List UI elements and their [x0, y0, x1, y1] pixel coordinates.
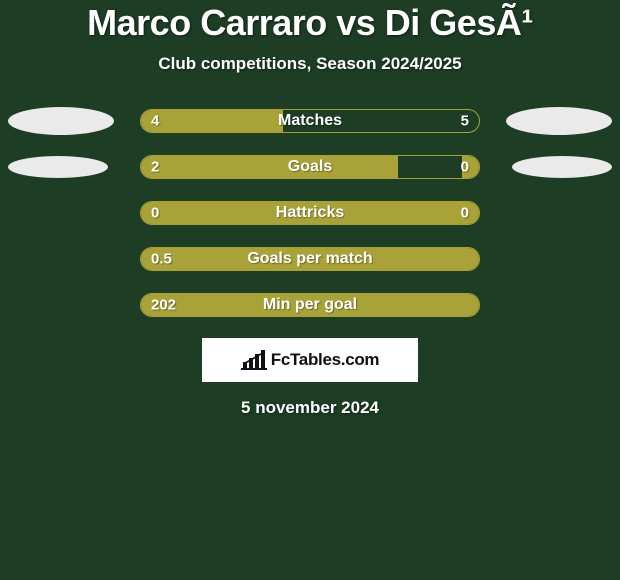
page-title: Marco Carraro vs Di GesÃ¹: [0, 0, 620, 44]
ellipse-left: [8, 156, 108, 178]
stat-bar: 202 Min per goal: [140, 293, 480, 317]
stat-label: Hattricks: [276, 204, 344, 222]
stat-value-left: 4: [151, 113, 159, 130]
stat-row: 0 0 Hattricks: [0, 198, 620, 228]
stat-label: Min per goal: [263, 296, 357, 314]
stat-value-left: 202: [151, 297, 176, 314]
stat-value-left: 0: [151, 205, 159, 222]
stat-value-right: 0: [461, 159, 469, 176]
ellipse-right: [506, 107, 612, 135]
logo-box: FcTables.com: [202, 338, 418, 382]
stat-value-right: 0: [461, 205, 469, 222]
stat-row: 2 0 Goals: [0, 152, 620, 182]
stat-label: Goals: [288, 158, 332, 176]
date-label: 5 november 2024: [0, 398, 620, 418]
stat-row: 4 5 Matches: [0, 106, 620, 136]
ellipse-left: [8, 107, 114, 135]
stat-bar: 0.5 Goals per match: [140, 247, 480, 271]
stat-row: 0.5 Goals per match: [0, 244, 620, 274]
stat-row: 202 Min per goal: [0, 290, 620, 320]
stat-label: Matches: [278, 112, 342, 130]
stat-rows: 4 5 Matches 2 0 Goals 0 0 Hattricks 0.5 Goals per …: [0, 106, 620, 320]
stat-bar: 2 0 Goals: [140, 155, 480, 179]
stat-bar: 0 0 Hattricks: [140, 201, 480, 225]
subtitle: Club competitions, Season 2024/2025: [0, 54, 620, 74]
logo-text: FcTables.com: [271, 350, 380, 370]
stat-label: Goals per match: [247, 250, 372, 268]
bar-left-fill: [141, 110, 283, 132]
stat-value-left: 0.5: [151, 251, 172, 268]
infographic-container: Marco Carraro vs Di GesÃ¹ Club competiti…: [0, 0, 620, 418]
bar-left-fill: [141, 156, 398, 178]
stat-value-right: 5: [461, 113, 469, 130]
bar-chart-icon: [241, 350, 267, 370]
stat-bar: 4 5 Matches: [140, 109, 480, 133]
ellipse-right: [512, 156, 612, 178]
stat-value-left: 2: [151, 159, 159, 176]
